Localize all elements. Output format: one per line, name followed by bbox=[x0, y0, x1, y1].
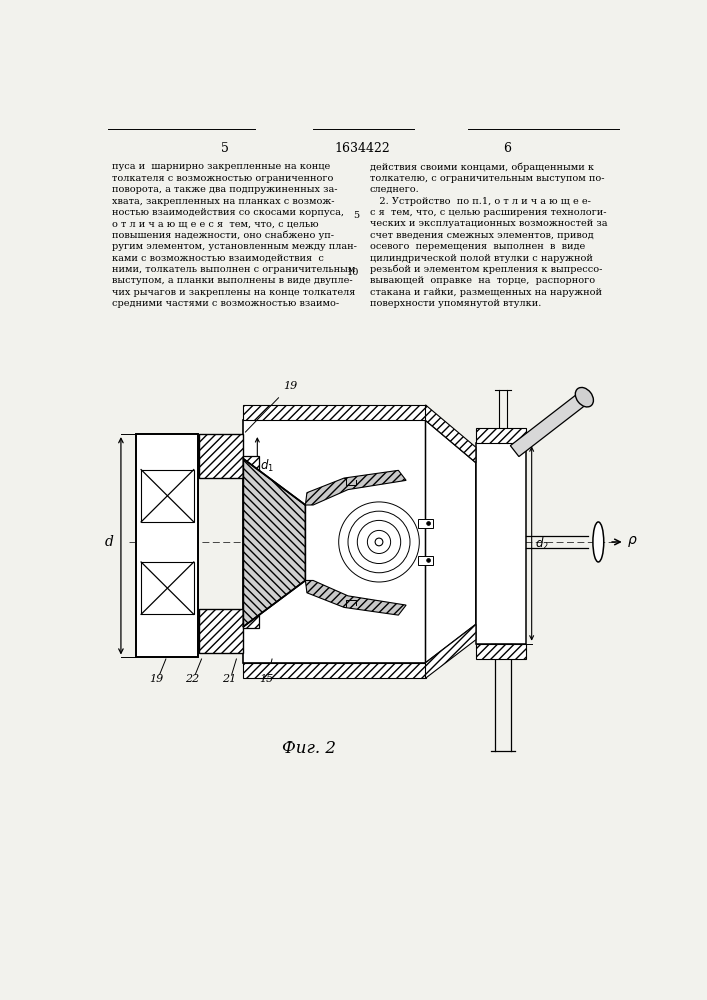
Text: резьбой и элементом крепления к выпрессо-: резьбой и элементом крепления к выпрессо… bbox=[370, 265, 602, 274]
Polygon shape bbox=[243, 459, 305, 627]
Text: ностью взаимодействия со скосами корпуса,: ностью взаимодействия со скосами корпуса… bbox=[112, 208, 344, 217]
Text: чих рычагов и закреплены на конце толкателя: чих рычагов и закреплены на конце толкат… bbox=[112, 288, 355, 297]
Bar bbox=[141, 470, 194, 522]
Text: ческих и эксплуатационных возможностей за: ческих и эксплуатационных возможностей з… bbox=[370, 219, 607, 228]
Bar bbox=[199, 434, 243, 478]
Text: 6: 6 bbox=[503, 142, 511, 155]
Text: толкателя с возможностью ограниченного: толкателя с возможностью ограниченного bbox=[112, 174, 333, 183]
Text: осевого  перемещения  выполнен  в  виде: осевого перемещения выполнен в виде bbox=[370, 242, 585, 251]
Text: цилиндрической полой втулки с наружной: цилиндрической полой втулки с наружной bbox=[370, 254, 592, 263]
Polygon shape bbox=[510, 392, 589, 457]
Bar bbox=[136, 434, 199, 657]
Bar bbox=[243, 456, 259, 628]
Bar bbox=[418, 556, 433, 565]
Text: d: d bbox=[105, 535, 113, 549]
Text: 5: 5 bbox=[354, 211, 360, 220]
Text: 2. Устройство  по п.1, о т л и ч а ю щ е е-: 2. Устройство по п.1, о т л и ч а ю щ е … bbox=[370, 197, 590, 206]
Text: повышения надежности, оно снабжено уп-: повышения надежности, оно снабжено уп- bbox=[112, 231, 334, 240]
Text: ними, толкатель выполнен с ограничительным: ними, толкатель выполнен с ограничительн… bbox=[112, 265, 355, 274]
Polygon shape bbox=[426, 420, 476, 663]
Text: 22: 22 bbox=[185, 674, 199, 684]
Polygon shape bbox=[305, 470, 406, 505]
Text: 19: 19 bbox=[149, 674, 164, 684]
Bar bbox=[136, 434, 199, 657]
Text: $d_1$: $d_1$ bbox=[260, 458, 274, 474]
Bar bbox=[243, 663, 426, 678]
Text: счет введения смежных элементов, привод: счет введения смежных элементов, привод bbox=[370, 231, 593, 240]
Text: стакана и гайки, размещенных на наружной: стакана и гайки, размещенных на наружной bbox=[370, 288, 602, 297]
Text: толкателю, с ограничительным выступом по-: толкателю, с ограничительным выступом по… bbox=[370, 174, 604, 183]
Text: вывающей  оправке  на  торце,  распорного: вывающей оправке на торце, распорного bbox=[370, 276, 595, 285]
Circle shape bbox=[426, 559, 431, 562]
Text: 10: 10 bbox=[347, 268, 360, 277]
Ellipse shape bbox=[593, 522, 604, 562]
Text: $\rho$: $\rho$ bbox=[627, 534, 638, 549]
Text: поверхности упомянутой втулки.: поверхности упомянутой втулки. bbox=[370, 299, 541, 308]
Bar bbox=[141, 562, 194, 614]
Bar bbox=[476, 644, 526, 659]
Text: о т л и ч а ю щ е е с я  тем, что, с целью: о т л и ч а ю щ е е с я тем, что, с цель… bbox=[112, 219, 318, 228]
Circle shape bbox=[375, 538, 383, 546]
Bar bbox=[243, 420, 426, 663]
Polygon shape bbox=[305, 580, 406, 615]
Text: 21: 21 bbox=[222, 674, 237, 684]
Polygon shape bbox=[426, 624, 476, 678]
Text: Фиг. 2: Фиг. 2 bbox=[282, 740, 337, 757]
Text: 15: 15 bbox=[259, 674, 274, 684]
Text: выступом, а планки выполнены в виде двупле-: выступом, а планки выполнены в виде двуп… bbox=[112, 276, 352, 285]
Text: с я  тем, что, с целью расширения технологи-: с я тем, что, с целью расширения техноло… bbox=[370, 208, 606, 217]
Text: ками с возможностью взаимодействия  с: ками с возможностью взаимодействия с bbox=[112, 254, 324, 263]
Text: 5: 5 bbox=[221, 142, 228, 155]
Polygon shape bbox=[426, 405, 476, 463]
Text: поворота, а также два подпружиненных за-: поворота, а также два подпружиненных за- bbox=[112, 185, 337, 194]
Circle shape bbox=[426, 522, 431, 525]
Text: средними частями с возможностью взаимо-: средними частями с возможностью взаимо- bbox=[112, 299, 339, 308]
Text: 19: 19 bbox=[284, 381, 298, 391]
Text: $d_2$: $d_2$ bbox=[534, 535, 549, 552]
Text: хвата, закрепленных на планках с возмож-: хвата, закрепленных на планках с возмож- bbox=[112, 197, 334, 206]
Bar bbox=[243, 405, 426, 420]
Text: следнего.: следнего. bbox=[370, 185, 419, 194]
Text: ругим элементом, установленным между план-: ругим элементом, установленным между пла… bbox=[112, 242, 356, 251]
Text: пуса и  шарнирно закрепленные на конце: пуса и шарнирно закрепленные на конце bbox=[112, 162, 330, 171]
Bar bbox=[418, 519, 433, 528]
Bar bbox=[199, 609, 243, 653]
Bar bbox=[476, 428, 526, 443]
Text: действия своими концами, обращенными к: действия своими концами, обращенными к bbox=[370, 162, 594, 172]
Ellipse shape bbox=[575, 387, 593, 407]
Bar bbox=[476, 443, 526, 644]
Text: 1634422: 1634422 bbox=[334, 142, 390, 155]
